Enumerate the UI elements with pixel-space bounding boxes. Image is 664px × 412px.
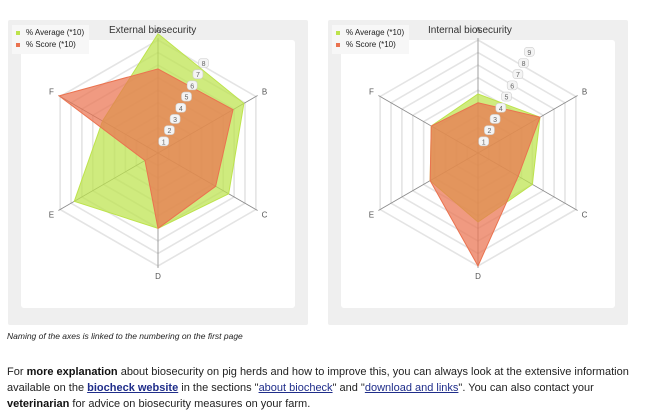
axis-label: A (155, 26, 161, 35)
tick-label: 2 (484, 125, 495, 135)
tick-label-text: 5 (185, 95, 189, 102)
legend-swatch-score (16, 43, 20, 47)
explanation-paragraph: For more explanation about biosecurity o… (7, 364, 659, 412)
tick-label: 1 (478, 136, 490, 147)
tick-label: 8 (198, 58, 209, 68)
tick-label: 6 (506, 80, 518, 91)
tick-label-box (198, 58, 209, 68)
tick-label: 7 (192, 69, 204, 79)
tick-label-box (512, 69, 524, 79)
download-and-links-link[interactable]: download and links (364, 382, 459, 394)
tick-label-box (501, 91, 512, 102)
tick-label: 4 (495, 102, 507, 113)
tick-label-text: 8 (522, 61, 526, 68)
legend-label-average: % Average (*10) (346, 28, 405, 37)
biocheck-website-link[interactable]: biocheck website (87, 382, 179, 394)
tick-label-text: 6 (190, 83, 194, 90)
tick-label-text: 3 (173, 117, 177, 124)
legend-label-score: % Score (*10) (346, 40, 396, 49)
tick-label: 1 (158, 136, 170, 147)
chart-legend: % Average (*10) % Score (*10) (12, 25, 90, 54)
tick-label-text: 5 (505, 95, 509, 102)
tick-label-box (192, 69, 204, 79)
tick-label-text: 2 (167, 128, 171, 135)
tick-label-text: 8 (202, 61, 206, 68)
about-biocheck-link[interactable]: about biocheck (258, 382, 333, 394)
axis-label: C (262, 211, 268, 220)
axis-label: A (475, 26, 481, 35)
tick-label-box (484, 125, 495, 135)
tick-label-box (489, 114, 501, 124)
paragraph-text: in the sections " (178, 382, 259, 394)
chart-legend: % Average (*10) % Score (*10) (332, 25, 410, 54)
tick-label-box (478, 136, 490, 147)
axis-label: F (369, 88, 374, 97)
tick-label: 5 (181, 91, 192, 102)
tick-label-text: 2 (487, 128, 491, 135)
tick-label-text: 3 (493, 117, 497, 124)
axis-label: F (49, 88, 54, 97)
emphasis-veterinarian: veterinarian (7, 398, 70, 410)
tick-label-text: 1 (482, 139, 486, 146)
score-series-area (57, 68, 234, 230)
tick-label-box (181, 91, 192, 102)
emphasis-more-explanation: more explanation (26, 366, 118, 378)
tick-label: 3 (489, 114, 501, 124)
legend-swatch-average (336, 31, 340, 35)
tick-label: 9 (524, 47, 535, 57)
chart-title: Internal biosecurity (428, 25, 512, 36)
legend-item-score[interactable]: % Score (*10) (16, 39, 84, 51)
axis-label: D (155, 272, 161, 281)
legend-swatch-score (336, 43, 340, 47)
tick-label-text: 4 (499, 106, 503, 113)
tick-label-text: 4 (179, 106, 183, 113)
paragraph-text: for advice on biosecurity measures on yo… (69, 398, 311, 410)
axis-label: C (582, 211, 588, 220)
tick-label-text: 6 (510, 83, 514, 90)
axis-label: B (582, 88, 587, 97)
tick-label-box (524, 47, 535, 57)
legend-item-average[interactable]: % Average (*10) (16, 27, 84, 39)
axis-label: E (369, 211, 374, 220)
tick-label-box (186, 80, 198, 91)
tick-label: 5 (501, 91, 512, 102)
tick-label-text: 7 (196, 72, 200, 79)
paragraph-text: For (7, 366, 27, 378)
legend-item-score[interactable]: % Score (*10) (336, 39, 404, 51)
paragraph-text: " and " (332, 382, 365, 394)
tick-label-box (518, 58, 529, 68)
legend-label-average: % Average (*10) (26, 28, 85, 37)
tick-label-text: 9 (527, 50, 531, 57)
axes-naming-caption: Naming of the axes is linked to the numb… (7, 331, 243, 341)
chart-title: External biosecurity (109, 25, 197, 36)
tick-label: 2 (164, 125, 175, 135)
legend-item-average[interactable]: % Average (*10) (336, 27, 404, 39)
tick-label: 6 (186, 80, 198, 91)
paragraph-text: about biosecurity on pig herds and how t… (7, 366, 629, 394)
tick-label: 8 (518, 58, 529, 68)
tick-label: 3 (169, 114, 181, 124)
axis-label: D (475, 272, 481, 281)
paragraph-text: ". You can also contact your (458, 382, 594, 394)
tick-label-box (158, 136, 170, 147)
tick-label-box (164, 125, 175, 135)
axis-label: E (49, 211, 54, 220)
axis-label: B (262, 88, 267, 97)
score-series-area (429, 102, 541, 268)
tick-label-box (495, 102, 507, 113)
tick-label: 4 (175, 102, 187, 113)
tick-label-text: 7 (516, 72, 520, 79)
legend-label-score: % Score (*10) (26, 40, 76, 49)
tick-label: 7 (512, 69, 524, 79)
legend-swatch-average (16, 31, 20, 35)
tick-label-box (175, 102, 187, 113)
tick-label-box (169, 114, 181, 124)
tick-label-box (506, 80, 518, 91)
tick-label-text: 1 (162, 139, 166, 146)
